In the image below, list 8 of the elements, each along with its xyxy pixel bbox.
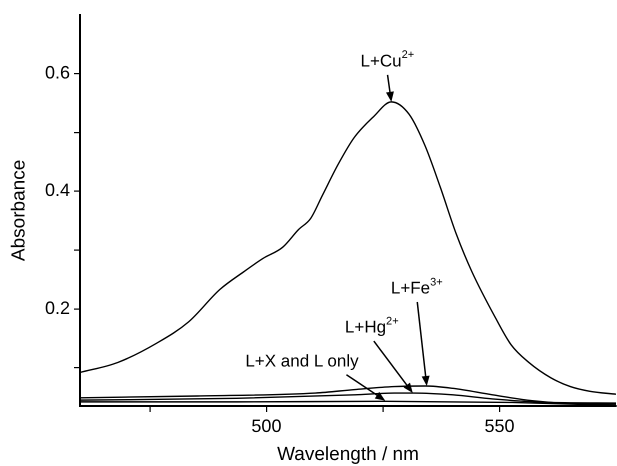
- y-tick-label: 0.6: [44, 62, 70, 83]
- y-tick-label: 0.4: [44, 180, 70, 200]
- y-axis-title: Absorbance: [8, 160, 30, 262]
- annotation: L+X and L only: [245, 351, 360, 370]
- x-tick-label: 550: [484, 416, 514, 436]
- x-axis-title: Wavelength / nm: [277, 444, 419, 465]
- x-tick-label: 500: [251, 416, 282, 436]
- y-tick-label: 0.2: [44, 298, 70, 318]
